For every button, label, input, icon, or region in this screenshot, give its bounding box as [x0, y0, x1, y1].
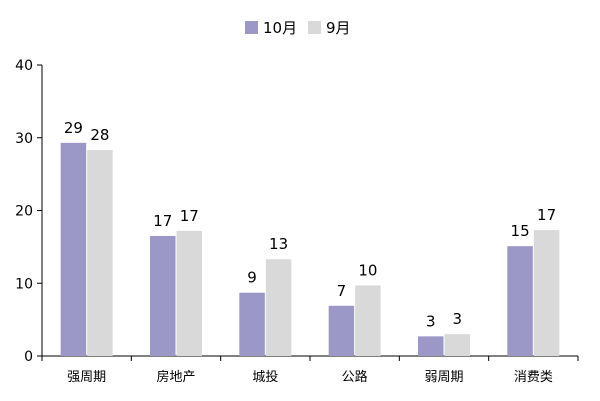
- x-tick-label: 房地产: [156, 369, 195, 385]
- data-label: 15: [511, 222, 530, 240]
- legend-swatch: [245, 21, 258, 34]
- data-label: 3: [452, 310, 462, 328]
- data-label: 17: [537, 206, 556, 224]
- data-label: 29: [64, 119, 83, 137]
- y-axis: 0 10 20 30 40: [15, 58, 43, 365]
- bar-oct: [239, 292, 265, 356]
- bar-sep: [176, 230, 202, 356]
- data-label: 7: [337, 282, 347, 300]
- x-tick-label: 城投: [252, 369, 278, 385]
- bar-oct: [418, 336, 444, 356]
- bar-sep: [355, 285, 381, 356]
- legend-label: 10月: [263, 19, 297, 37]
- bar-oct: [60, 142, 87, 356]
- y-tick-label: 20: [15, 204, 33, 220]
- data-label: 13: [269, 235, 288, 253]
- bar-oct: [150, 235, 176, 356]
- x-tick-label: 弱周期: [424, 370, 463, 385]
- data-label: 3: [426, 312, 436, 330]
- data-label: 9: [247, 269, 257, 287]
- y-tick-label: 40: [15, 58, 33, 74]
- legend-swatch: [308, 21, 321, 34]
- data-label: 10: [358, 261, 377, 279]
- x-tick-label: 公路: [342, 369, 368, 385]
- data-label: 28: [90, 126, 109, 144]
- bar-sep: [533, 230, 560, 356]
- data-label: 17: [153, 212, 172, 230]
- bar-sep: [265, 259, 292, 356]
- legend-label: 9月: [326, 19, 351, 37]
- y-tick-label: 30: [15, 131, 33, 147]
- bars: [60, 142, 560, 356]
- data-labels: 29 28 17 17 9 13 7 10 3 3 15 17: [64, 119, 556, 331]
- y-tick-label: 10: [15, 276, 33, 292]
- bar-oct: [328, 305, 355, 356]
- legend: 10月 9月: [245, 19, 351, 37]
- data-label: 17: [180, 207, 199, 225]
- bar-oct: [507, 246, 533, 356]
- bar-sep: [444, 334, 470, 356]
- x-axis: 强周期 房地产 城投 公路 弱周期 消费类: [41, 355, 579, 385]
- x-tick-label: 消费类: [514, 370, 553, 385]
- y-tick-label: 0: [24, 349, 33, 365]
- bar-sep: [87, 150, 113, 356]
- x-tick-label: 强周期: [67, 370, 106, 385]
